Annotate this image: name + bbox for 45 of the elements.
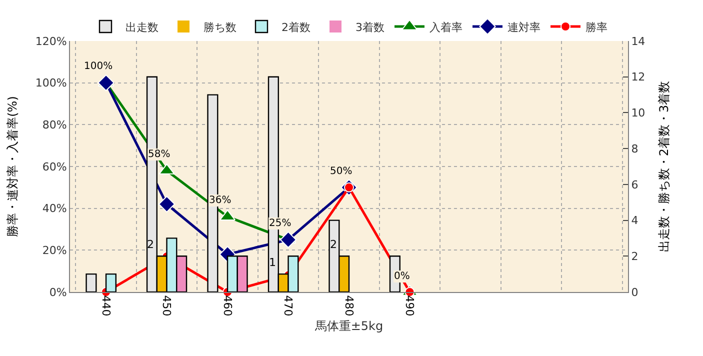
y2-tick-label: 12: [631, 70, 646, 84]
point: [98, 74, 114, 92]
data-label: 2: [330, 238, 337, 251]
y-tick-label: 80%: [42, 118, 67, 132]
data-label: 0%: [394, 271, 410, 282]
x-tick-label: 480: [342, 295, 356, 316]
data-label: 25%: [269, 218, 292, 229]
y2-tick-label: 0: [631, 286, 638, 299]
y-tick-label: 0%: [49, 286, 67, 299]
y-axis-title: 勝率・連対率・入着率(%): [6, 96, 20, 237]
data-label: 50%: [330, 166, 352, 177]
y2-tick-label: 14: [631, 34, 646, 48]
y2-tick-label: 2: [631, 250, 638, 263]
legend-label: 勝率: [586, 20, 608, 34]
data-label: 58%: [148, 149, 170, 160]
y2-tick-label: 8: [631, 142, 638, 156]
y-tick-label: 40%: [42, 202, 67, 216]
x-tick-label: 440: [99, 295, 112, 316]
legend-label: 入着率: [430, 20, 462, 34]
y2-tick-label: 10: [631, 106, 646, 120]
x-tick-label: 460: [220, 295, 234, 316]
y2-axis-title: 出走数・勝ち数・2着数・3着数: [657, 80, 672, 252]
y-tick-label: 100%: [35, 76, 67, 90]
legend-label: 3着数: [356, 20, 384, 34]
y2-tick-label: 4: [631, 214, 638, 228]
point: [158, 196, 176, 212]
legend-label: 出走数: [126, 20, 158, 34]
data-label: 2: [147, 238, 154, 251]
x-tick-label: 450: [160, 295, 174, 316]
legend-label: 2着数: [282, 20, 310, 34]
point: [280, 231, 297, 248]
x-tick-label: 470: [282, 295, 295, 316]
legend-label: 勝ち数: [204, 20, 236, 34]
data-label: 36%: [209, 195, 232, 206]
y-tick-label: 20%: [42, 244, 67, 258]
data-label: 100%: [84, 61, 113, 72]
y2-tick-label: 6: [631, 178, 638, 192]
y-tick-label: 60%: [42, 160, 67, 174]
x-axis-title: 馬体重±5kg: [314, 319, 384, 334]
x-tick-label: 490: [403, 295, 416, 316]
data-label: 1: [269, 256, 276, 269]
bar: [105, 273, 116, 292]
y-tick-label: 120%: [35, 34, 67, 48]
bar: [86, 273, 97, 292]
legend-label: 連対率: [508, 20, 540, 34]
